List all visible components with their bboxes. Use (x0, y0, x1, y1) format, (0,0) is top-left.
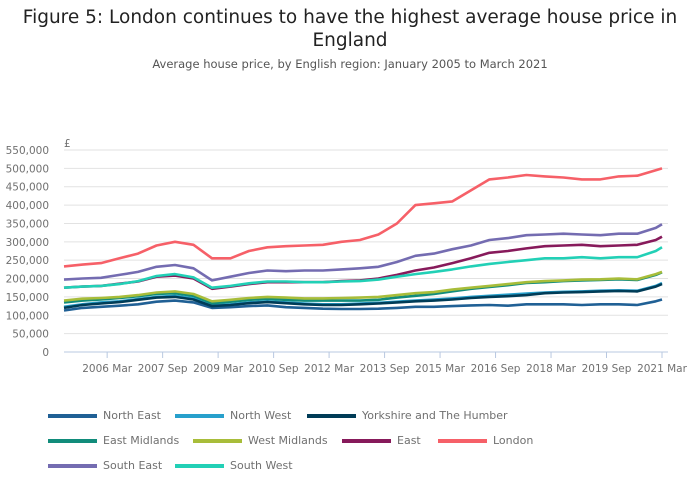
legend-item[interactable]: East (342, 434, 421, 447)
y-tick-label: 550,000 (6, 145, 49, 157)
legend-swatch (175, 463, 224, 468)
legend-item[interactable]: London (438, 434, 533, 447)
x-tick-label: 2019 Sep (582, 363, 632, 375)
legend-label: South East (103, 459, 163, 472)
legend-item[interactable]: South West (175, 459, 293, 472)
legend-swatch (48, 463, 97, 468)
legend-swatch (438, 438, 487, 443)
legend-item[interactable]: North East (48, 409, 161, 422)
legend-item[interactable]: West Midlands (193, 434, 328, 447)
legend-label: Yorkshire and The Humber (362, 409, 508, 422)
x-tick-label: 2013 Sep (360, 363, 410, 375)
x-tick-label: 2010 Sep (249, 363, 299, 375)
y-tick-label: 50,000 (12, 329, 49, 341)
y-tick-label: 250,000 (6, 255, 49, 267)
y-tick-label: 150,000 (6, 292, 49, 304)
chart-subtitle: Average house price, by English region: … (152, 57, 548, 71)
x-tick-label: 2007 Sep (138, 363, 188, 375)
y-tick-label: 300,000 (6, 237, 49, 249)
series-line-west-midlands (63, 270, 663, 303)
series-line-yorkshire-and-the-humber (63, 282, 663, 310)
x-tick-label: 2021 Mar (637, 363, 688, 375)
legend-swatch (48, 438, 97, 443)
x-tick-label: 2012 Mar (304, 363, 355, 375)
series-line-north-east (63, 298, 663, 312)
chart-title: Figure 5: London continues to have the h… (22, 7, 678, 51)
legend-label: North West (230, 409, 292, 422)
series-line-south-east (63, 223, 663, 282)
y-tick-label: 500,000 (6, 163, 49, 175)
x-tick-label: 2009 Mar (193, 363, 244, 375)
y-axis-label: £ (64, 138, 71, 150)
legend-item[interactable]: Yorkshire and The Humber (307, 409, 508, 422)
x-tick-label: 2015 Mar (415, 363, 466, 375)
legend-label: East Midlands (103, 434, 180, 447)
legend-item[interactable]: East Midlands (48, 434, 179, 447)
legend-swatch (342, 438, 391, 443)
y-tick-label: 350,000 (6, 218, 49, 230)
y-tick-label: 200,000 (6, 274, 49, 286)
legend-item[interactable]: North West (175, 409, 291, 422)
y-tick-label: 450,000 (6, 182, 49, 194)
x-tick-label: 2018 Mar (526, 363, 577, 375)
legend-swatch (48, 413, 97, 418)
y-tick-label: 400,000 (6, 200, 49, 212)
legend-swatch (307, 413, 356, 418)
legend-label: South West (230, 459, 293, 472)
y-tick-label: 100,000 (6, 310, 49, 322)
series-line-london (63, 167, 663, 268)
series-line-south-west (63, 246, 663, 290)
x-tick-label: 2006 Mar (82, 363, 133, 375)
legend-label: West Midlands (248, 434, 328, 447)
legend-item[interactable]: South East (48, 459, 162, 472)
y-tick-label: 0 (42, 347, 49, 359)
legend-swatch (193, 438, 242, 443)
legend-label: North East (103, 409, 161, 422)
x-tick-label: 2016 Sep (471, 363, 521, 375)
legend-label: London (493, 434, 534, 447)
legend-label: East (397, 434, 421, 447)
legend-swatch (175, 413, 224, 418)
